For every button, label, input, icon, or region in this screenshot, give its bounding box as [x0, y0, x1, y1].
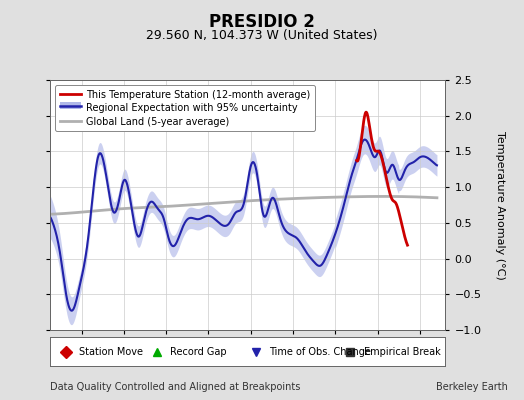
- Text: Data Quality Controlled and Aligned at Breakpoints: Data Quality Controlled and Aligned at B…: [50, 382, 300, 392]
- Text: Record Gap: Record Gap: [170, 346, 227, 357]
- Legend: This Temperature Station (12-month average), Regional Expectation with 95% uncer: This Temperature Station (12-month avera…: [54, 85, 315, 131]
- Text: Empirical Break: Empirical Break: [364, 346, 441, 357]
- Text: Berkeley Earth: Berkeley Earth: [436, 382, 508, 392]
- Text: Time of Obs. Change: Time of Obs. Change: [269, 346, 371, 357]
- Text: 29.560 N, 104.373 W (United States): 29.560 N, 104.373 W (United States): [146, 30, 378, 42]
- Text: Station Move: Station Move: [80, 346, 144, 357]
- Y-axis label: Temperature Anomaly (°C): Temperature Anomaly (°C): [495, 131, 505, 279]
- Text: PRESIDIO 2: PRESIDIO 2: [209, 13, 315, 31]
